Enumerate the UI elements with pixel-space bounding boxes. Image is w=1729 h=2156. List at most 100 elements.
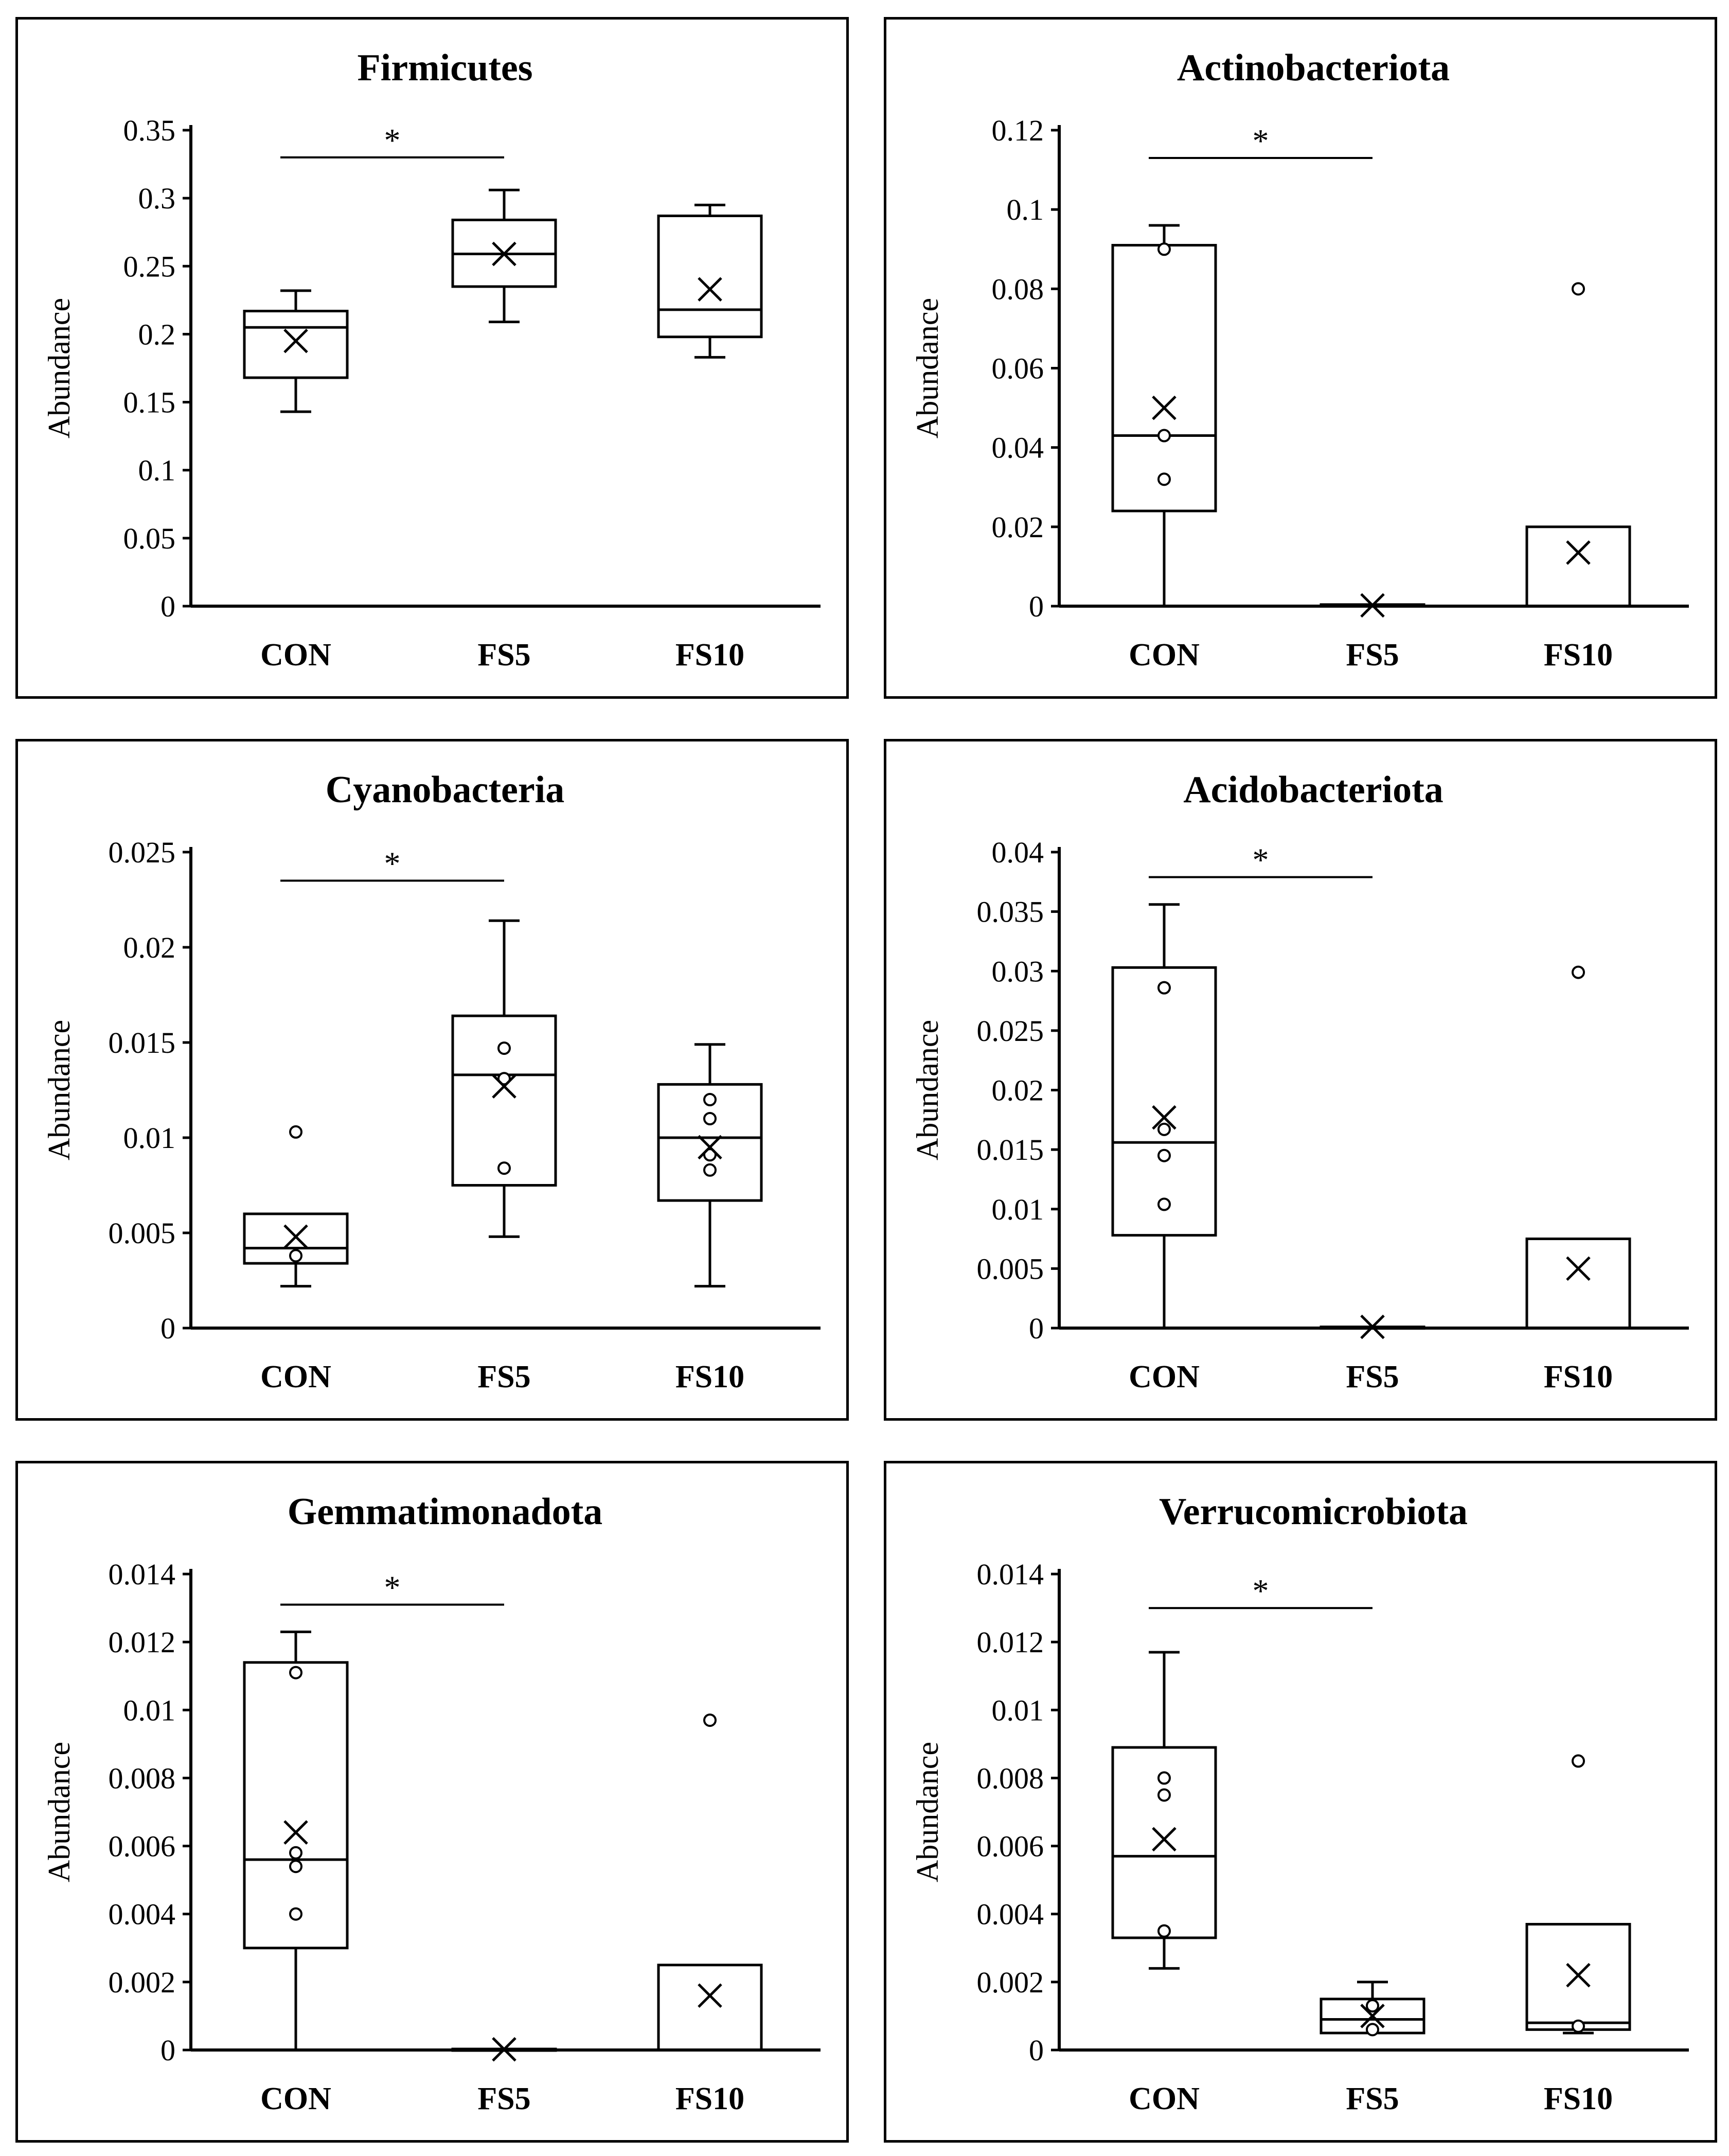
y-tick-label: 0.05 xyxy=(123,522,176,555)
y-tick-label: 0 xyxy=(1029,2034,1044,2067)
box-fs10 xyxy=(1525,525,1631,608)
y-tick-label: 0.1 xyxy=(138,454,176,487)
data-point xyxy=(703,1713,717,1727)
y-tick-label: 0.02 xyxy=(992,1074,1044,1107)
x-category-label: CON xyxy=(260,1359,331,1394)
data-point xyxy=(703,1163,717,1177)
y-tick-label: 0.012 xyxy=(109,1625,176,1659)
y-tick-label: 0.014 xyxy=(977,1558,1044,1591)
chart-panel-gemmatimonadota: Gemmatimonadota Abundance 0 0.002 0.004 0.006… xyxy=(15,1461,849,2143)
y-axis-label: Abundance xyxy=(911,1020,944,1160)
data-point xyxy=(1572,1754,1585,1768)
data-point xyxy=(703,1148,717,1162)
chart-panel-verrucomicrobiota: Verrucomicrobiota Abundance 0 0.002 0.004 0.0… xyxy=(884,1461,1717,2143)
chart-panel-cyanobacteria: Cyanobacteria Abundance 0 0.005 0.01 0.015 0.0… xyxy=(15,739,849,1421)
box-fs10 xyxy=(657,215,763,339)
y-tick-label: 0.02 xyxy=(992,510,1044,544)
y-axis-label: Abundance xyxy=(911,1742,944,1882)
x-category-label: CON xyxy=(260,638,331,673)
x-category-label: CON xyxy=(1129,1359,1200,1394)
mean-marker xyxy=(1566,540,1591,565)
data-point xyxy=(1157,429,1171,443)
significance-star: * xyxy=(1253,1572,1269,1609)
y-tick-label: 0 xyxy=(161,1312,175,1345)
y-tick-label: 0.01 xyxy=(123,1121,176,1155)
mean-marker xyxy=(698,1983,722,2008)
mean-marker xyxy=(1360,1314,1385,1339)
y-tick-label: 0.025 xyxy=(109,836,176,869)
y-tick-label: 0.004 xyxy=(109,1898,176,1931)
mean-marker xyxy=(492,241,516,267)
y-tick-label: 0.08 xyxy=(992,272,1044,306)
x-category-label: FS10 xyxy=(1544,2081,1613,2116)
x-category-label: FS10 xyxy=(675,2081,744,2116)
box-con xyxy=(1111,1746,1217,1939)
significance-star: * xyxy=(1253,122,1269,159)
box-con xyxy=(243,1212,349,1265)
data-point xyxy=(289,1125,302,1139)
mean-marker xyxy=(1152,395,1177,420)
data-point xyxy=(1157,242,1171,256)
y-tick-label: 0.008 xyxy=(977,1761,1044,1795)
x-category-label: FS10 xyxy=(1544,638,1613,673)
y-tick-label: 0.01 xyxy=(992,1193,1044,1226)
data-point xyxy=(1157,1148,1171,1162)
y-tick-label: 0.005 xyxy=(109,1216,176,1250)
y-tick-label: 0.04 xyxy=(992,836,1044,869)
chart-title: Verrucomicrobiota xyxy=(1159,1491,1468,1533)
y-tick-label: 0.005 xyxy=(977,1252,1044,1285)
box-con xyxy=(243,1661,349,1950)
y-axis-label: Abundance xyxy=(911,298,944,438)
y-tick-label: 0.2 xyxy=(138,317,176,351)
x-category-label: FS5 xyxy=(477,638,530,673)
data-point xyxy=(1572,965,1585,979)
data-point xyxy=(497,1072,511,1086)
x-category-label: CON xyxy=(1129,2081,1200,2116)
y-tick-label: 0.006 xyxy=(109,1830,176,1863)
significance-star: * xyxy=(384,122,401,158)
y-tick-label: 0.015 xyxy=(977,1133,1044,1167)
y-axis-label: Abundance xyxy=(42,1020,76,1160)
mean-marker xyxy=(1566,1963,1591,1988)
mean-marker xyxy=(1152,1105,1177,1130)
mean-marker xyxy=(698,277,722,302)
x-category-label: FS10 xyxy=(675,638,744,673)
y-tick-label: 0.25 xyxy=(123,250,176,283)
significance-star: * xyxy=(384,1569,401,1605)
x-category-label: FS10 xyxy=(1544,1359,1613,1394)
verrucomicrobiota-box-plot: Verrucomicrobiota Abundance 0 0.002 0.004 0.0… xyxy=(911,1491,1689,2116)
actinobacteriota-box-plot: Actinobacteriota Abundance 0 0.02 0.04 0.06 0.… xyxy=(911,47,1689,673)
y-axis-label: Abundance xyxy=(42,1742,76,1882)
y-tick-label: 0.008 xyxy=(109,1761,176,1795)
y-tick-label: 0.004 xyxy=(977,1898,1044,1931)
x-category-label: FS5 xyxy=(1346,2081,1399,2116)
x-category-label: FS5 xyxy=(1346,1359,1399,1394)
box-con xyxy=(1111,244,1217,513)
firmicutes-box-plot: Firmicutes Abundance 0 0.05 0.1 0.15 0.2 0.25 0.… xyxy=(42,47,821,673)
cyanobacteria-box-plot: Cyanobacteria Abundance 0 0.005 0.01 0.015 0.0… xyxy=(42,769,821,1394)
y-tick-label: 0.3 xyxy=(138,182,176,215)
chart-panel-firmicutes: Firmicutes Abundance 0 0.05 0.1 0.15 0.2 0.25 0.… xyxy=(15,17,849,699)
y-tick-label: 0.025 xyxy=(977,1014,1044,1048)
acidobacteriota-box-plot: Acidobacteriota Abundance 0 0.005 0.01 0.015 0… xyxy=(911,769,1689,1394)
mean-marker xyxy=(1360,593,1385,618)
box-con xyxy=(243,310,349,379)
y-tick-label: 0.014 xyxy=(109,1558,176,1591)
data-point xyxy=(1157,472,1171,486)
mean-marker xyxy=(283,1224,308,1249)
y-tick-label: 0.06 xyxy=(992,352,1044,385)
x-category-label: FS10 xyxy=(675,1359,744,1394)
y-tick-label: 0 xyxy=(1029,1312,1044,1345)
x-category-label: FS5 xyxy=(477,1359,530,1394)
mean-marker xyxy=(283,1820,308,1845)
data-point xyxy=(1366,1999,1379,2013)
y-tick-label: 0.035 xyxy=(977,895,1044,929)
data-point xyxy=(1157,1771,1171,1785)
data-point xyxy=(497,1041,511,1055)
y-axis-label: Abundance xyxy=(42,298,76,438)
data-point xyxy=(289,1846,302,1860)
mean-marker xyxy=(1360,2004,1385,2028)
y-tick-label: 0.12 xyxy=(992,114,1044,147)
y-tick-label: 0.002 xyxy=(109,1966,176,1999)
y-tick-label: 0.015 xyxy=(109,1026,176,1059)
